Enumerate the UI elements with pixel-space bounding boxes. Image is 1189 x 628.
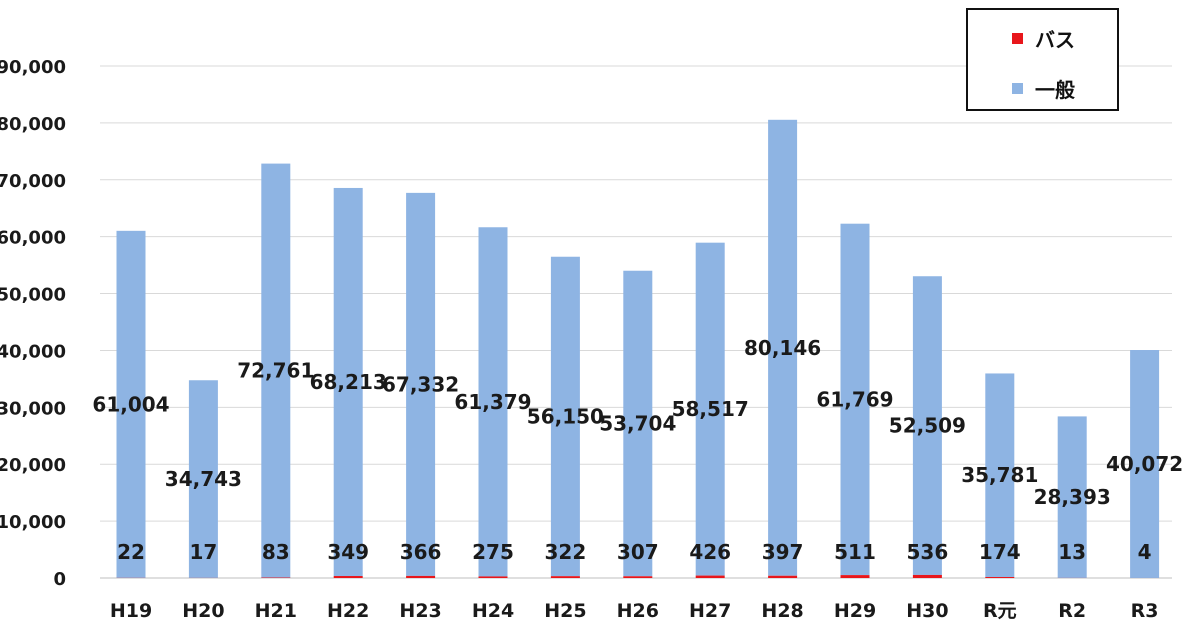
x-category-label: R3 xyxy=(1131,600,1159,622)
y-tick-label: 40,000 xyxy=(0,341,66,362)
y-tick-label: 50,000 xyxy=(0,285,66,306)
data-label-general: 40,072 xyxy=(1106,452,1183,476)
data-label-general: 28,393 xyxy=(1034,485,1111,509)
data-label-bus: 511 xyxy=(834,540,876,564)
x-category-label: H22 xyxy=(327,600,369,622)
data-label-bus: 307 xyxy=(617,540,659,564)
bar-general xyxy=(912,276,942,575)
bar-bus xyxy=(478,576,508,578)
x-category-label: H25 xyxy=(544,600,586,622)
data-label-general: 58,517 xyxy=(672,397,749,421)
bar-bus xyxy=(406,575,436,578)
legend-swatch-bus xyxy=(1012,33,1023,44)
data-label-bus: 17 xyxy=(189,540,217,564)
x-category-label: H30 xyxy=(906,600,948,622)
x-category-label: H20 xyxy=(182,600,224,622)
bar-bus xyxy=(768,575,798,578)
x-category-label: H23 xyxy=(399,600,441,622)
bar-general xyxy=(188,380,218,578)
bar-general xyxy=(478,227,508,577)
data-label-bus: 366 xyxy=(400,540,442,564)
x-category-label: H27 xyxy=(689,600,731,622)
data-label-general: 61,004 xyxy=(92,392,169,416)
data-label-general: 72,761 xyxy=(237,359,314,383)
data-label-bus: 22 xyxy=(117,540,145,564)
bar-bus xyxy=(840,575,870,578)
bar-general xyxy=(768,119,798,576)
x-category-label: H21 xyxy=(255,600,297,622)
y-tick-label: 10,000 xyxy=(0,512,66,533)
data-label-general: 67,332 xyxy=(382,372,459,396)
bars xyxy=(116,119,1160,578)
data-label-general: 52,509 xyxy=(889,414,966,438)
legend-label-bus: バス xyxy=(1035,28,1075,52)
y-axis: 0 10,000 20,000 30,000 40,000 50,000 60,000 70,… xyxy=(0,57,66,590)
data-label-bus: 13 xyxy=(1058,540,1086,564)
data-label-general: 53,704 xyxy=(599,411,676,435)
bar-general xyxy=(333,187,363,577)
data-label-bus: 426 xyxy=(689,540,731,564)
bar-bus xyxy=(695,575,725,578)
x-category-label: H19 xyxy=(110,600,152,622)
bar-bus xyxy=(333,576,363,578)
bar-general xyxy=(406,192,436,576)
bar-general xyxy=(261,163,291,578)
data-label-general: 80,146 xyxy=(744,336,821,360)
bar-bus xyxy=(550,576,580,578)
x-category-label: R2 xyxy=(1058,600,1086,622)
y-tick-label: 80,000 xyxy=(0,114,66,135)
data-label-bus: 83 xyxy=(262,540,290,564)
y-tick-label: 90,000 xyxy=(0,57,66,78)
y-tick-label: 60,000 xyxy=(0,228,66,249)
data-label-general: 35,781 xyxy=(961,463,1038,487)
data-label-bus: 174 xyxy=(979,540,1021,564)
data-label-general: 68,213 xyxy=(310,370,387,394)
data-label-bus: 4 xyxy=(1138,540,1152,564)
bar-bus xyxy=(985,577,1015,578)
y-tick-label: 0 xyxy=(53,569,66,590)
data-label-bus: 536 xyxy=(907,540,949,564)
bar-bus xyxy=(912,574,942,578)
data-label-general: 61,379 xyxy=(454,390,531,414)
data-label-bus: 397 xyxy=(762,540,804,564)
data-label-general: 61,769 xyxy=(816,387,893,411)
legend: バス 一般 xyxy=(966,8,1119,111)
bar-general xyxy=(623,270,653,577)
data-label-bus: 349 xyxy=(327,540,369,564)
bar-general xyxy=(550,256,580,577)
bar-general xyxy=(1130,350,1160,578)
x-category-label: H26 xyxy=(617,600,659,622)
bar-bus xyxy=(623,576,653,578)
legend-label-general: 一般 xyxy=(1035,78,1075,102)
data-label-general: 34,743 xyxy=(165,467,242,491)
y-tick-label: 30,000 xyxy=(0,398,66,419)
data-labels: 61,004 22 34,743 17 72,761 83 68,213 349 67,332 3… xyxy=(92,336,1183,564)
bar-general xyxy=(985,373,1015,578)
x-category-label: H28 xyxy=(761,600,803,622)
bar-general xyxy=(116,230,146,578)
data-label-bus: 275 xyxy=(472,540,514,564)
x-category-label: H29 xyxy=(834,600,876,622)
x-category-label: H24 xyxy=(472,600,514,622)
legend-swatch-general xyxy=(1012,83,1023,94)
bar-general xyxy=(695,242,725,576)
legend-item-bus: バス xyxy=(1012,24,1075,53)
bar-general xyxy=(1057,416,1087,578)
legend-item-general: 一般 xyxy=(1012,74,1075,103)
x-category-label: R元 xyxy=(983,600,1017,622)
y-tick-label: 70,000 xyxy=(0,171,66,192)
x-axis: H19 H20 H21 H22 H23 H24 H25 H26 H27 H28 H29 H30 R元 R2… xyxy=(110,600,1159,622)
data-label-general: 56,150 xyxy=(527,404,604,428)
y-tick-label: 20,000 xyxy=(0,455,66,476)
data-label-bus: 322 xyxy=(545,540,587,564)
bar-general xyxy=(840,223,870,576)
